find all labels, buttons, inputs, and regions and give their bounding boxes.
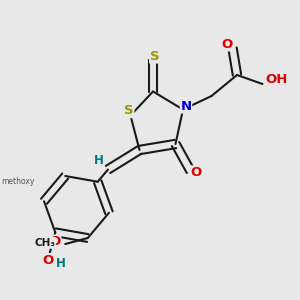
Text: O: O [190, 166, 202, 179]
Text: O: O [50, 235, 61, 248]
Text: methoxy: methoxy [1, 177, 35, 186]
Text: S: S [150, 50, 159, 63]
Text: O: O [221, 38, 233, 51]
Text: H: H [94, 154, 104, 167]
Text: N: N [180, 100, 192, 113]
Text: H: H [56, 257, 66, 270]
Text: O: O [42, 254, 53, 267]
Text: CH₃: CH₃ [34, 238, 56, 248]
Text: OH: OH [265, 73, 287, 86]
Text: S: S [124, 104, 134, 118]
